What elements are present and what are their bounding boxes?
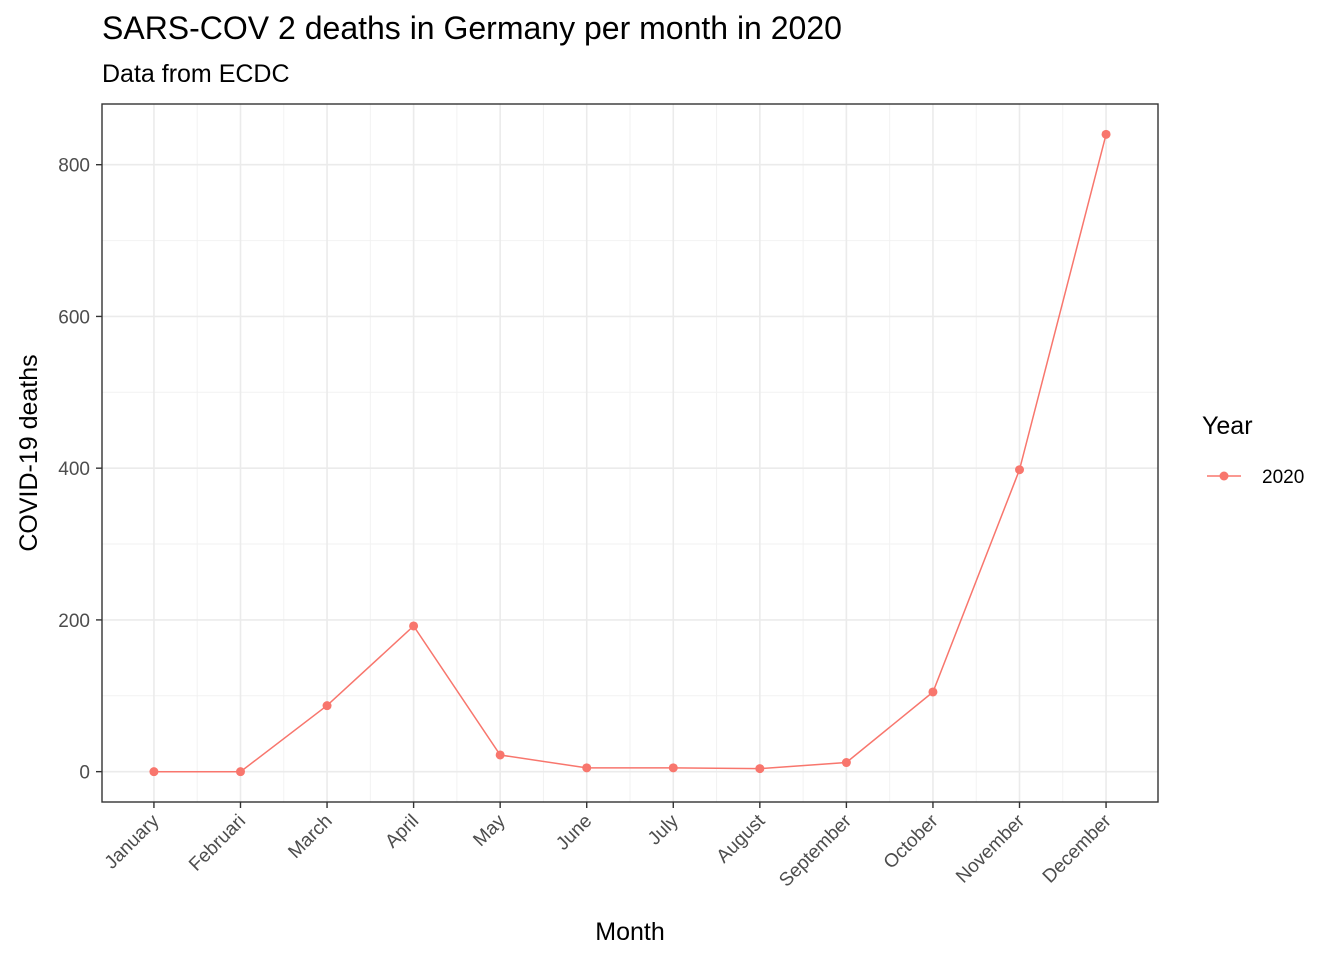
data-point [322, 701, 332, 711]
x-tick-label: September [775, 810, 856, 891]
y-tick-label: 200 [58, 611, 90, 632]
legend-label-2020: 2020 [1262, 467, 1304, 488]
data-point [582, 763, 592, 773]
data-point [235, 767, 245, 777]
plot-panel-border [101, 103, 1159, 803]
data-point [149, 767, 159, 777]
x-tick-label: January [101, 810, 164, 873]
x-axis: January Februari March April May June July Augu… [101, 802, 1116, 891]
series-line-2020 [153, 134, 1107, 773]
data-point [495, 750, 505, 760]
x-tick-label: August [713, 810, 770, 867]
x-tick-label: March [284, 811, 336, 863]
y-tick-label: 400 [58, 459, 90, 480]
y-tick-label: 800 [58, 156, 90, 177]
x-tick-label: July [644, 810, 683, 849]
x-axis-title: Month [595, 918, 664, 946]
y-tick-label: 0 [79, 763, 90, 784]
legend-key-point [1219, 471, 1229, 481]
data-point [841, 758, 851, 768]
legend: Year 2020 [1202, 412, 1304, 488]
data-point [755, 764, 765, 774]
y-axis-title: COVID-19 deaths [15, 354, 43, 551]
x-tick-label: June [552, 811, 596, 855]
x-tick-label: Februari [185, 811, 250, 876]
chart-subtitle: Data from ECDC [102, 60, 290, 88]
data-point [1015, 465, 1025, 475]
y-axis: 0 200 400 600 800 [58, 156, 102, 784]
data-point [668, 763, 678, 773]
chart-title: SARS-COV 2 deaths in Germany per month i… [102, 10, 842, 46]
data-point [409, 621, 419, 631]
x-tick-label: May [469, 810, 510, 851]
minor-gridlines [102, 104, 1158, 802]
series-layer [149, 129, 1111, 777]
data-point [1101, 129, 1111, 139]
y-tick-label: 600 [58, 307, 90, 328]
x-tick-label: December [1039, 810, 1116, 887]
major-gridlines [102, 104, 1158, 802]
legend-title: Year [1202, 412, 1253, 440]
x-tick-label: October [880, 810, 943, 873]
data-point [928, 687, 938, 697]
x-tick-label: April [381, 811, 423, 853]
x-tick-label: November [952, 810, 1029, 887]
